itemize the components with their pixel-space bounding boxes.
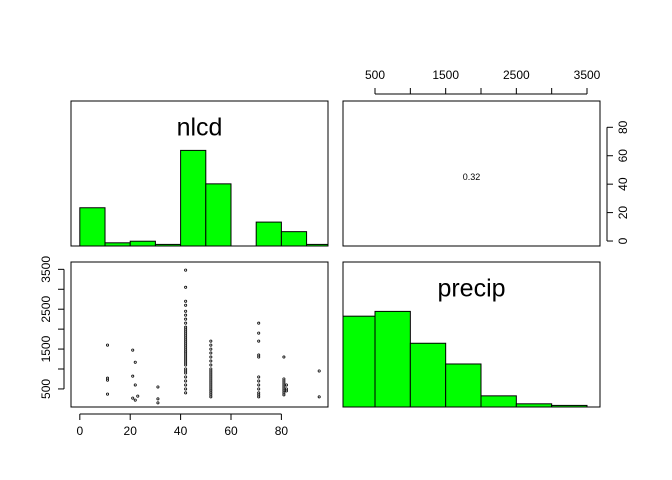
plot-area (343, 310, 588, 407)
point (209, 339, 213, 343)
hist-bar (129, 240, 156, 246)
point (257, 387, 261, 391)
point (131, 348, 135, 352)
tick-label: 1500 (39, 335, 53, 362)
point (133, 383, 137, 387)
panel-title: precip (437, 275, 505, 303)
point (131, 396, 135, 400)
point (184, 363, 188, 367)
point (257, 331, 261, 335)
hist-bar (409, 342, 447, 407)
point (257, 355, 261, 359)
tick-label: 40 (616, 177, 630, 191)
panel-border (342, 100, 601, 247)
tick-label: 500 (39, 379, 53, 399)
point (257, 383, 261, 387)
point (131, 374, 135, 378)
tick-label: 500 (365, 68, 385, 82)
panel: precip (342, 261, 601, 408)
point (209, 351, 213, 355)
tick-label: 80 (275, 424, 289, 438)
tick-label: 0 (76, 424, 83, 438)
tick-label: 40 (174, 424, 188, 438)
tick-label: 80 (616, 120, 630, 134)
tick-label: 3500 (39, 256, 53, 283)
point (184, 268, 188, 272)
hist-bar (480, 395, 517, 407)
panel: nlcd (70, 100, 329, 247)
point (257, 321, 261, 325)
point (133, 398, 137, 402)
hist-bar (343, 315, 376, 407)
plot-area (79, 149, 328, 246)
point (209, 347, 213, 351)
point (156, 397, 160, 401)
hist-bar (280, 231, 308, 246)
tick-label: 60 (224, 424, 238, 438)
tick-label: 20 (124, 424, 138, 438)
point (282, 355, 286, 359)
point (184, 383, 188, 387)
panel: 0.32 500 1500 2500 3500 0 20 40 60 80 (342, 68, 630, 247)
point (156, 385, 160, 389)
point (106, 378, 110, 382)
point (257, 339, 261, 343)
point (209, 343, 213, 347)
point (133, 360, 137, 364)
point (184, 313, 188, 317)
point (184, 375, 188, 379)
tick-label: 0 (616, 237, 630, 244)
tick-label: 1500 (432, 68, 459, 82)
point (317, 395, 321, 399)
panel-border (342, 261, 601, 408)
point (209, 395, 213, 399)
point (184, 379, 188, 383)
point (184, 303, 188, 307)
point (184, 309, 188, 313)
tick-label: 2500 (503, 68, 530, 82)
point (284, 383, 288, 387)
point (282, 393, 286, 397)
correlation: 0.32 (463, 172, 481, 182)
point (156, 401, 160, 405)
point (257, 379, 261, 383)
panel-border (70, 261, 329, 408)
point (209, 363, 213, 367)
hist-bar (79, 207, 106, 246)
point (106, 343, 110, 347)
hist-bar (205, 183, 232, 246)
point (257, 375, 261, 379)
hist-bar (255, 221, 282, 246)
hist-bar (374, 310, 411, 407)
plot-area (106, 268, 321, 405)
point (209, 355, 213, 359)
point (317, 369, 321, 373)
hist-bar (180, 149, 207, 246)
point (184, 321, 188, 325)
point (184, 299, 188, 303)
panel-title: nlcd (177, 114, 223, 142)
point (209, 359, 213, 363)
tick-label: 60 (616, 149, 630, 163)
hist-bar (306, 243, 328, 246)
point (184, 317, 188, 321)
point (184, 387, 188, 391)
point (184, 285, 188, 289)
tick-label: 2500 (39, 296, 53, 323)
tick-label: 20 (616, 206, 630, 220)
tick-label: 3500 (574, 68, 601, 82)
panel: 0 20 40 60 80 500 1500 2500 3500 (39, 256, 329, 438)
point (184, 391, 188, 395)
point (106, 392, 110, 396)
point (136, 394, 140, 398)
point (257, 395, 261, 399)
point (184, 371, 188, 375)
panel-border (70, 100, 329, 247)
hist-bar (445, 363, 482, 407)
point (284, 389, 288, 393)
